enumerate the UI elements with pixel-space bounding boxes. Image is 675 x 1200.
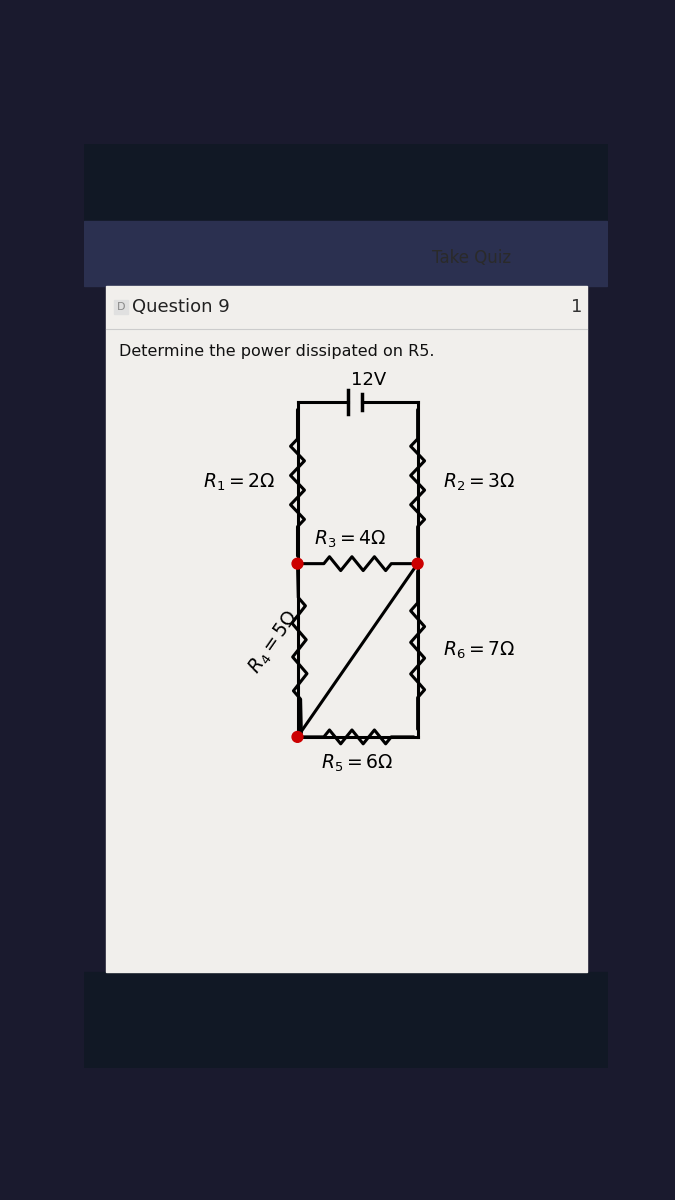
- Bar: [84, 144, 608, 221]
- Text: D: D: [117, 302, 125, 312]
- Text: $R_5 = 6\Omega$: $R_5 = 6\Omega$: [321, 754, 394, 774]
- Circle shape: [412, 558, 423, 569]
- Bar: [84, 972, 608, 1068]
- Text: $R_2 = 3\Omega$: $R_2 = 3\Omega$: [443, 472, 516, 493]
- Text: Determine the power dissipated on R5.: Determine the power dissipated on R5.: [119, 344, 435, 360]
- Circle shape: [292, 732, 303, 743]
- Text: $R_3 = 4\Omega$: $R_3 = 4\Omega$: [314, 528, 386, 550]
- Text: $R_1 = 2\Omega$: $R_1 = 2\Omega$: [203, 472, 275, 493]
- Text: Take Quiz: Take Quiz: [432, 248, 512, 266]
- Bar: [84, 221, 608, 287]
- Bar: [106, 287, 587, 972]
- Text: 12V: 12V: [351, 371, 386, 389]
- Text: $R_6 = 7\Omega$: $R_6 = 7\Omega$: [443, 640, 516, 661]
- Text: $R_4 = 5\Omega$: $R_4 = 5\Omega$: [245, 607, 304, 678]
- Text: Question 9: Question 9: [132, 299, 230, 317]
- Circle shape: [292, 558, 303, 569]
- Bar: [114, 300, 128, 314]
- Text: 1: 1: [570, 299, 582, 317]
